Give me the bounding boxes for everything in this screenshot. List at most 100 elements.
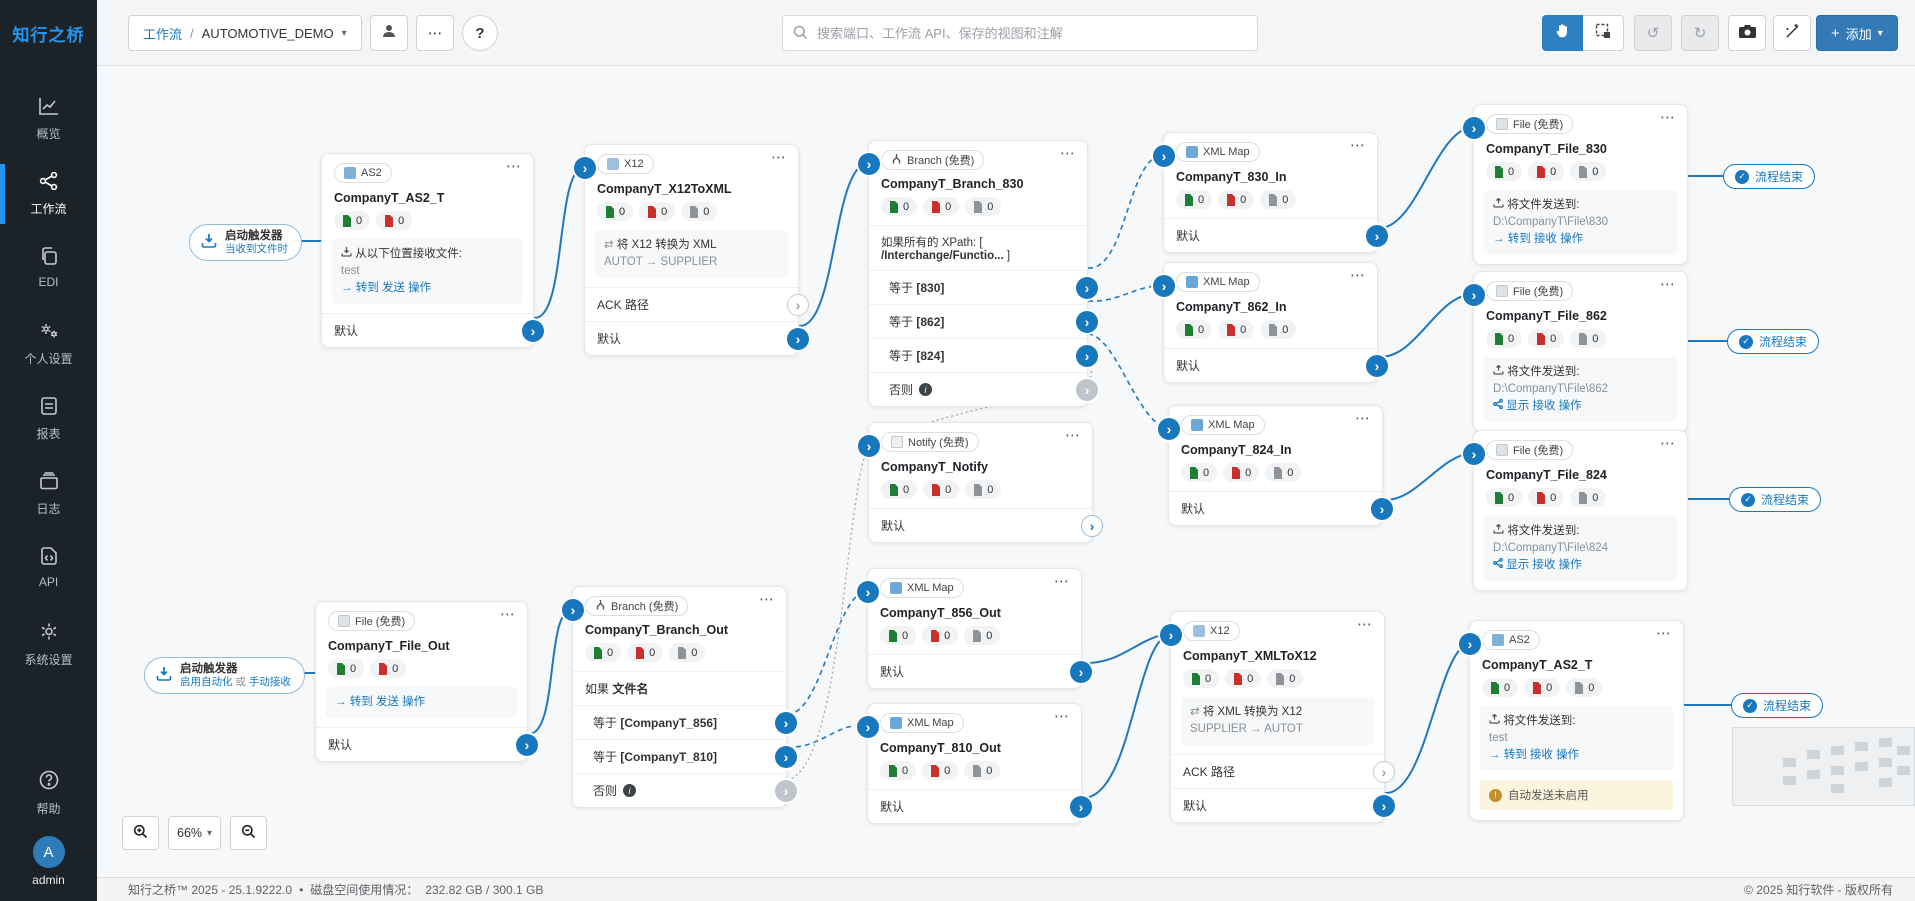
success-count[interactable]: 0 xyxy=(880,761,917,780)
sidebar-item-system-settings[interactable]: 系统设置 xyxy=(0,622,97,667)
snapshot-button[interactable] xyxy=(1728,15,1766,51)
node-xml-map-856-out[interactable]: › ⋯ XML Map CompanyT_856_Out 0 0 0 默认 › xyxy=(857,568,1092,689)
error-count[interactable]: 0 xyxy=(1528,329,1565,348)
error-count[interactable]: 0 xyxy=(1528,488,1565,507)
default-output-row[interactable]: 默认 › xyxy=(1171,788,1395,822)
sidebar-item-edi[interactable]: EDI xyxy=(0,247,97,291)
output-port[interactable]: › xyxy=(1373,794,1395,817)
error-count[interactable]: 0 xyxy=(922,761,959,780)
breadcrumb[interactable]: 工作流 / AUTOMOTIVE_DEMO ▾ xyxy=(128,15,362,51)
zoom-out-button[interactable] xyxy=(230,816,268,850)
chevron-down-icon[interactable]: ▾ xyxy=(341,27,347,39)
input-port[interactable]: › xyxy=(562,599,584,621)
pending-count[interactable]: 0 xyxy=(681,202,718,221)
auto-layout-button[interactable] xyxy=(1773,15,1811,51)
default-output-row[interactable]: 默认 › xyxy=(1169,491,1393,525)
ack-path-row[interactable]: ACK 路径 › xyxy=(585,287,809,321)
error-count[interactable]: 0 xyxy=(1225,669,1262,688)
start-trigger-automation[interactable]: 启动触发器 启用自动化 或 手动接收 xyxy=(144,657,305,694)
node-menu-icon[interactable]: ⋯ xyxy=(1060,145,1077,162)
else-output-port[interactable]: › xyxy=(775,779,797,802)
pending-count[interactable]: 0 xyxy=(965,480,1002,499)
goto-receive-action-link[interactable]: → 转到 接收 操作 xyxy=(1489,749,1580,761)
node-file-824[interactable]: › ⋯ File (免费) CompanyT_File_824 0 0 0 将文… xyxy=(1463,430,1688,591)
success-count[interactable]: 0 xyxy=(1486,329,1523,348)
input-port[interactable]: › xyxy=(858,153,880,175)
error-count[interactable]: 0 xyxy=(627,643,664,662)
pending-count[interactable]: 0 xyxy=(1260,320,1297,339)
minimap[interactable] xyxy=(1732,727,1915,806)
undo-button[interactable]: ↺ xyxy=(1634,15,1672,51)
error-count[interactable]: 0 xyxy=(1528,162,1565,181)
ack-output-port[interactable]: › xyxy=(1373,760,1395,783)
success-count[interactable]: 0 xyxy=(1176,320,1213,339)
pending-count[interactable]: 0 xyxy=(1570,162,1607,181)
sidebar-item-reports[interactable]: 报表 xyxy=(0,397,97,441)
redo-button[interactable]: ↻ xyxy=(1681,15,1719,51)
sidebar-item-api[interactable]: API xyxy=(0,547,97,591)
default-output-row[interactable]: 默认 › xyxy=(1164,348,1388,382)
error-count[interactable]: 0 xyxy=(376,211,413,230)
node-menu-icon[interactable]: ⋯ xyxy=(500,606,517,623)
success-count[interactable]: 0 xyxy=(585,643,622,662)
input-port[interactable]: › xyxy=(1160,624,1182,646)
node-menu-icon[interactable]: ⋯ xyxy=(1350,137,1367,154)
input-port[interactable]: › xyxy=(857,716,879,738)
success-count[interactable]: 0 xyxy=(1486,162,1523,181)
avatar[interactable]: A xyxy=(32,836,65,868)
error-count[interactable]: 0 xyxy=(1524,678,1561,697)
node-xml-map-810-out[interactable]: › ⋯ XML Map CompanyT_810_Out 0 0 0 默认 › xyxy=(857,703,1092,824)
output-port[interactable]: › xyxy=(516,733,538,756)
node-menu-icon[interactable]: ⋯ xyxy=(1065,427,1082,444)
pending-count[interactable]: 0 xyxy=(1570,329,1607,348)
zoom-in-button[interactable] xyxy=(122,816,159,850)
output-port[interactable]: › xyxy=(1366,224,1388,247)
input-port[interactable]: › xyxy=(1463,117,1485,139)
ack-path-row[interactable]: ACK 路径 › xyxy=(1171,754,1395,788)
node-menu-icon[interactable]: ⋯ xyxy=(1656,625,1673,642)
node-xml-to-x12[interactable]: › ⋯ X12 CompanyT_XMLToX12 0 0 0 ⇄ 将 XML … xyxy=(1160,611,1395,823)
success-count[interactable]: 0 xyxy=(1176,190,1213,209)
error-count[interactable]: 0 xyxy=(922,626,959,645)
pending-count[interactable]: 0 xyxy=(965,197,1002,216)
sidebar-item-personal-settings[interactable]: 个人设置 xyxy=(0,322,97,366)
sidebar-item-logs[interactable]: 日志 xyxy=(0,472,97,516)
success-count[interactable]: 0 xyxy=(880,626,917,645)
node-menu-icon[interactable]: ⋯ xyxy=(1660,435,1677,452)
start-trigger-receive-file[interactable]: 启动触发器 当收到文件时 xyxy=(189,224,302,261)
error-count[interactable]: 0 xyxy=(923,197,960,216)
show-receive-action-link[interactable]: 显示 接收 操作 xyxy=(1493,557,1668,574)
node-menu-icon[interactable]: ⋯ xyxy=(771,149,788,166)
input-port[interactable]: › xyxy=(1153,145,1175,167)
show-receive-action-link[interactable]: 显示 接收 操作 xyxy=(1493,398,1668,415)
node-xml-map-830-in[interactable]: › ⋯ XML Map CompanyT_830_In 0 0 0 默认 › xyxy=(1153,132,1388,253)
node-menu-icon[interactable]: ⋯ xyxy=(506,158,523,175)
node-menu-icon[interactable]: ⋯ xyxy=(1355,410,1372,427)
branch-case-856-row[interactable]: 等于 [CompanyT_856] › xyxy=(573,705,797,739)
node-menu-icon[interactable]: ⋯ xyxy=(1350,267,1367,284)
input-port[interactable]: › xyxy=(1459,633,1481,655)
user-menu[interactable]: A admin xyxy=(32,836,65,887)
pending-count[interactable]: 0 xyxy=(1265,463,1302,482)
error-count[interactable]: 0 xyxy=(1218,320,1255,339)
error-count[interactable]: 0 xyxy=(1223,463,1260,482)
node-branch-out[interactable]: › ⋯ Branch (免费) CompanyT_Branch_Out 0 0 … xyxy=(562,586,797,808)
node-x12-to-xml[interactable]: › ⋯ X12 CompanyT_X12ToXML 0 0 0 ⇄ 将 X12 … xyxy=(574,144,809,356)
success-count[interactable]: 0 xyxy=(334,211,371,230)
user-profile-button[interactable] xyxy=(370,15,408,51)
node-menu-icon[interactable]: ⋯ xyxy=(1660,276,1677,293)
node-file-830[interactable]: › ⋯ File (免费) CompanyT_File_830 0 0 0 将文… xyxy=(1463,104,1688,265)
node-as2-right[interactable]: › ⋯ AS2 CompanyT_AS2_T 0 0 0 将文件发送到: tes… xyxy=(1459,620,1684,821)
add-button[interactable]: + 添加 ▾ xyxy=(1816,15,1898,51)
output-port[interactable]: › xyxy=(1070,795,1092,818)
more-options-button[interactable]: ⋯ xyxy=(416,15,454,51)
pending-count[interactable]: 0 xyxy=(669,643,706,662)
input-port[interactable]: › xyxy=(1153,275,1175,297)
sidebar-item-workflow[interactable]: 工作流 xyxy=(0,164,97,224)
pending-count[interactable]: 0 xyxy=(1566,678,1603,697)
success-count[interactable]: 0 xyxy=(1183,669,1220,688)
goto-receive-action-link[interactable]: → 转到 接收 操作 xyxy=(1493,233,1584,245)
node-branch-830[interactable]: › ⋯ Branch (免费) CompanyT_Branch_830 0 0 … xyxy=(858,140,1098,407)
marquee-select-button[interactable] xyxy=(1583,15,1624,51)
default-output-row[interactable]: 默认 › xyxy=(585,321,809,355)
